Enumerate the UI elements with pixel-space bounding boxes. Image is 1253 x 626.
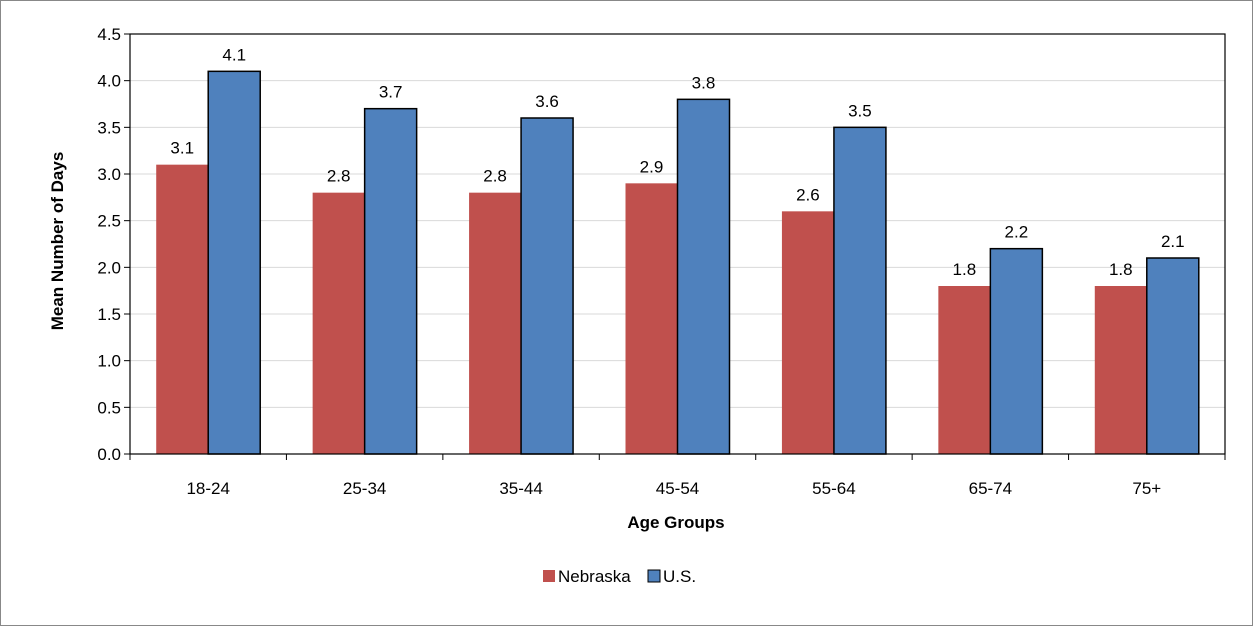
bar-nebraska-45-54 xyxy=(625,183,678,455)
axes: 0.0 0.5 1.0 1.5 2.0 2.5 3.0 3.5 4.0 4.5 18-24 25-34… xyxy=(97,25,1226,498)
legend-label: U.S. xyxy=(663,567,696,586)
y-tick-label: 2.5 xyxy=(97,212,121,231)
x-tick-label: 55-64 xyxy=(812,479,855,498)
y-tick-label: 1.0 xyxy=(97,352,121,371)
data-label: 3.8 xyxy=(692,73,716,92)
data-label: 3.7 xyxy=(379,83,403,102)
legend-swatch-nebraska xyxy=(543,570,555,582)
plot-area-border xyxy=(129,33,1226,455)
bar-us-25-34 xyxy=(363,107,418,455)
bar-us-45-54 xyxy=(676,98,731,455)
y-tick-label: 3.5 xyxy=(97,118,121,137)
x-tick-label: 45-54 xyxy=(656,479,699,498)
data-label: 3.5 xyxy=(848,101,872,120)
bar-nebraska-35-44 xyxy=(469,192,522,454)
x-tick-label: 18-24 xyxy=(186,479,229,498)
legend-label: Nebraska xyxy=(558,567,631,586)
data-label: 3.6 xyxy=(535,92,559,111)
x-tick-label: 75+ xyxy=(1132,479,1161,498)
data-label: 3.1 xyxy=(170,139,194,158)
data-label: 1.8 xyxy=(953,260,977,279)
data-label: 4.1 xyxy=(222,45,246,64)
y-tick-label: 0.0 xyxy=(97,445,121,464)
bar-us-18-24 xyxy=(207,70,261,455)
y-tick-label: 4.0 xyxy=(97,72,121,91)
y-tick-label: 4.5 xyxy=(97,25,121,44)
bar-nebraska-18-24 xyxy=(156,164,209,454)
x-tick-label: 35-44 xyxy=(499,479,542,498)
legend: Nebraska U.S. xyxy=(543,567,696,586)
y-tick-label: 2.0 xyxy=(97,258,121,277)
bar-us-35-44 xyxy=(520,117,574,455)
data-label: 2.9 xyxy=(640,157,664,176)
data-label: 1.8 xyxy=(1109,260,1133,279)
x-tick-label: 25-34 xyxy=(343,479,386,498)
bar-us-65-74 xyxy=(989,247,1044,455)
data-label: 2.6 xyxy=(796,185,820,204)
y-tick-label: 3.0 xyxy=(97,165,121,184)
bar-nebraska-65-74 xyxy=(938,286,991,454)
data-label: 2.8 xyxy=(327,167,351,186)
data-label: 2.1 xyxy=(1161,232,1185,251)
data-labels: 3.1 4.1 2.8 3.7 2.8 3.6 2.9 3.8 2.6 3.5 1.8 2.2 1.8 2… xyxy=(170,45,1184,279)
bar-nebraska-25-34 xyxy=(312,192,365,454)
bar-us-55-64 xyxy=(833,126,887,455)
data-label: 2.2 xyxy=(1005,223,1029,242)
bar-us-75+ xyxy=(1146,257,1200,455)
y-axis-title: Mean Number of Days xyxy=(48,152,67,331)
y-tick-label: 0.5 xyxy=(97,398,121,417)
x-axis-title: Age Groups xyxy=(627,513,724,532)
bar-nebraska-55-64 xyxy=(781,211,834,454)
bars xyxy=(156,70,1200,455)
y-tick-label: 1.5 xyxy=(97,305,121,324)
x-tick-label: 65-74 xyxy=(969,479,1012,498)
bar-nebraska-75+ xyxy=(1094,286,1147,454)
legend-swatch-us xyxy=(647,569,661,583)
data-label: 2.8 xyxy=(483,167,507,186)
